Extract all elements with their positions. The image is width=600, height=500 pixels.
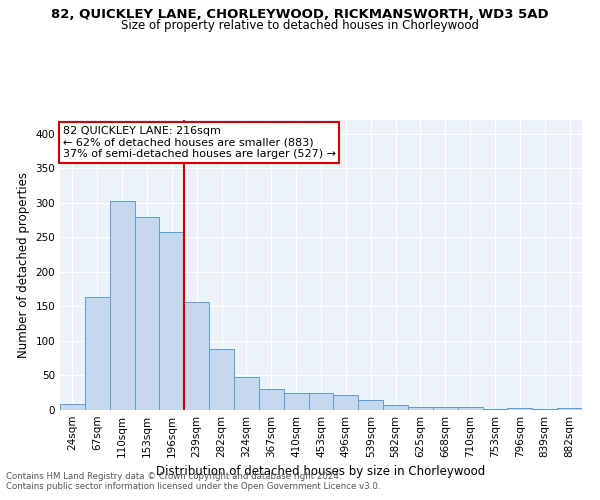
Bar xyxy=(134,216,160,410)
Bar xyxy=(383,405,408,410)
Bar xyxy=(160,232,184,410)
Bar xyxy=(184,302,209,410)
Text: Size of property relative to detached houses in Chorleywood: Size of property relative to detached ho… xyxy=(121,19,479,32)
Bar xyxy=(259,390,284,410)
Text: 82, QUICKLEY LANE, CHORLEYWOOD, RICKMANSWORTH, WD3 5AD: 82, QUICKLEY LANE, CHORLEYWOOD, RICKMANS… xyxy=(51,8,549,20)
Bar xyxy=(308,394,334,410)
Text: 82 QUICKLEY LANE: 216sqm
← 62% of detached houses are smaller (883)
37% of semi-: 82 QUICKLEY LANE: 216sqm ← 62% of detach… xyxy=(62,126,335,159)
Bar xyxy=(458,407,482,410)
Bar xyxy=(284,392,308,410)
X-axis label: Distribution of detached houses by size in Chorleywood: Distribution of detached houses by size … xyxy=(157,466,485,478)
Text: Contains public sector information licensed under the Open Government Licence v3: Contains public sector information licen… xyxy=(6,482,380,491)
Bar xyxy=(358,400,383,410)
Y-axis label: Number of detached properties: Number of detached properties xyxy=(17,172,30,358)
Text: Contains HM Land Registry data © Crown copyright and database right 2024.: Contains HM Land Registry data © Crown c… xyxy=(6,472,341,481)
Bar xyxy=(85,298,110,410)
Bar xyxy=(60,404,85,410)
Bar xyxy=(532,408,557,410)
Bar xyxy=(209,349,234,410)
Bar xyxy=(110,202,134,410)
Bar xyxy=(408,406,433,410)
Bar xyxy=(234,377,259,410)
Bar xyxy=(557,408,582,410)
Bar xyxy=(508,408,532,410)
Bar xyxy=(334,395,358,410)
Bar xyxy=(482,408,508,410)
Bar xyxy=(433,406,458,410)
